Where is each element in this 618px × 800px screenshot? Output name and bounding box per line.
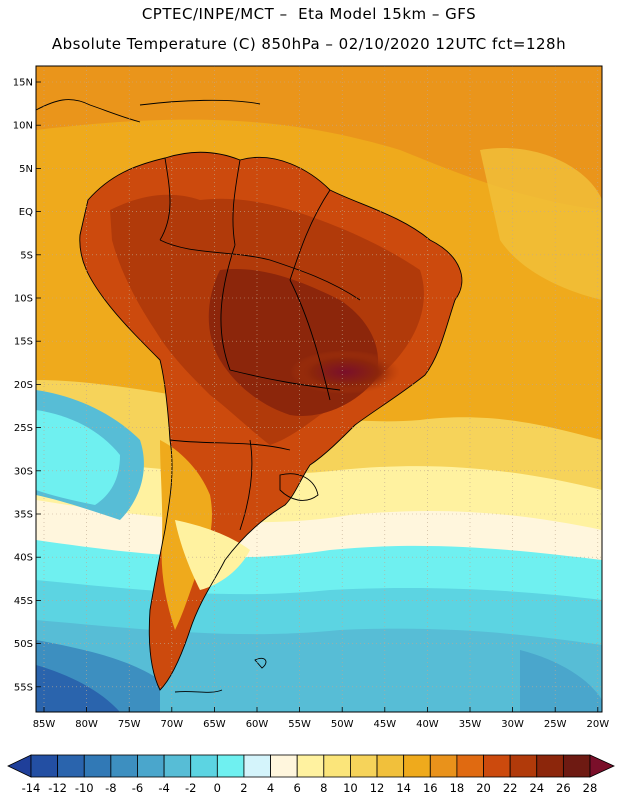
colorbar-swatch [456, 754, 484, 778]
lat-tick-label: 25S [14, 423, 33, 434]
colorbar-swatch [270, 754, 298, 778]
lon-tick-label: 60W [246, 719, 269, 730]
lon-tick-label: 20W [586, 719, 609, 730]
colorbar-label: 6 [294, 781, 301, 795]
colorbar-swatch [562, 754, 591, 778]
colorbar-label: 20 [476, 781, 491, 795]
colorbar-swatch [57, 754, 85, 778]
colorbar-label: -12 [48, 781, 67, 795]
colorbar-swatch [323, 754, 351, 778]
colorbar-swatch [296, 754, 325, 778]
cool-pacific-inner [36, 410, 120, 505]
lat-tick-label: EQ [19, 207, 33, 218]
longitude-labels: 85W 80W 75W 70W 65W 60W 55W 50W 45W 40W 35W 30W 25W 2… [33, 707, 609, 730]
colorbar-swatch [509, 754, 538, 778]
colorbar-swatch [536, 754, 564, 778]
lon-tick-label: 85W [33, 719, 56, 730]
lon-tick-label: 25W [544, 719, 567, 730]
colorbar-swatch [83, 754, 112, 778]
title-line-2: Absolute Temperature (C) 850hPa – 02/10/… [51, 35, 567, 53]
lat-tick-label: 10N [13, 121, 33, 132]
colorbar-swatch [376, 754, 405, 778]
colorbar-swatch [243, 754, 271, 778]
colorbar: -14 -12 -10 -8 -6 -4 -2 0 2 4 6 8 10 12 14 16 18 20 22 24 26… [7, 754, 615, 795]
orange-north-band [36, 66, 602, 210]
colorbar-arrow-high [589, 754, 615, 778]
lon-tick-label: 45W [373, 719, 396, 730]
latitude-labels: 15N 10N 5N EQ 5S 10S 15S 20S 25S 30S 35S 40S 45S 50S 5… [13, 78, 41, 693]
coastlines-borders [36, 99, 463, 693]
colorbar-arrow-low [7, 754, 32, 778]
colorbar-label: 18 [450, 781, 465, 795]
colorbar-label: 10 [343, 781, 358, 795]
yellow-east-patch [480, 148, 602, 300]
lat-tick-label: 50S [14, 639, 33, 650]
lat-tick-label: 30S [14, 466, 33, 477]
lon-tick-label: 35W [459, 719, 482, 730]
lat-tick-label: 5S [20, 250, 33, 261]
title-line-1: CPTEC/INPE/MCT – Eta Model 15km – GFS [141, 5, 477, 23]
lon-tick-label: 50W [331, 719, 354, 730]
colorbar-label: 16 [423, 781, 438, 795]
lon-tick-label: 40W [416, 719, 439, 730]
colorbar-swatch [350, 754, 378, 778]
colorbar-label: 12 [370, 781, 385, 795]
lat-tick-label: 40S [14, 553, 33, 564]
colorbar-swatch [110, 754, 138, 778]
lon-tick-label: 65W [203, 719, 226, 730]
colorbar-label: 8 [320, 781, 327, 795]
lat-tick-label: 5N [19, 164, 33, 175]
colorbar-label: 26 [556, 781, 571, 795]
lon-tick-label: 75W [118, 719, 141, 730]
lat-tick-label: 10S [14, 294, 33, 305]
colorbar-label: -14 [22, 781, 41, 795]
colorbar-swatch [403, 754, 431, 778]
colorbar-label: -6 [132, 781, 143, 795]
lon-tick-label: 70W [160, 719, 183, 730]
cold-patch-se [520, 650, 602, 712]
colorbar-swatch [30, 754, 59, 778]
colorbar-swatch [483, 754, 511, 778]
colorbar-label: 24 [529, 781, 544, 795]
cold-ocean-sw-core [36, 665, 120, 712]
colorbar-label: -8 [105, 781, 116, 795]
colorbar-swatch [137, 754, 165, 778]
colorbar-label: -10 [75, 781, 94, 795]
colorbar-swatch [190, 754, 218, 778]
lat-tick-label: 15S [14, 337, 33, 348]
lat-tick-label: 20S [14, 380, 33, 391]
colorbar-swatch [216, 754, 245, 778]
colorbar-label: 28 [583, 781, 598, 795]
patagonia-pale [175, 520, 250, 590]
colorbar-swatch [429, 754, 458, 778]
lat-tick-label: 45S [14, 596, 33, 607]
lon-tick-label: 55W [288, 719, 311, 730]
colorbar-label: 4 [267, 781, 274, 795]
colorbar-label: -2 [185, 781, 196, 795]
colorbar-label: 22 [503, 781, 518, 795]
colorbar-label: -4 [158, 781, 169, 795]
hottest-spot [290, 350, 400, 394]
lon-tick-label: 30W [501, 719, 524, 730]
colorbar-label: 2 [240, 781, 247, 795]
colorbar-label: 14 [396, 781, 411, 795]
lat-tick-label: 35S [14, 510, 33, 521]
lon-tick-label: 80W [75, 719, 98, 730]
map-frame [35, 65, 603, 713]
lat-tick-label: 55S [14, 682, 33, 693]
colorbar-label: 0 [214, 781, 221, 795]
temperature-field [36, 66, 602, 712]
lat-tick-label: 15N [13, 78, 33, 89]
colorbar-swatch [163, 754, 192, 778]
